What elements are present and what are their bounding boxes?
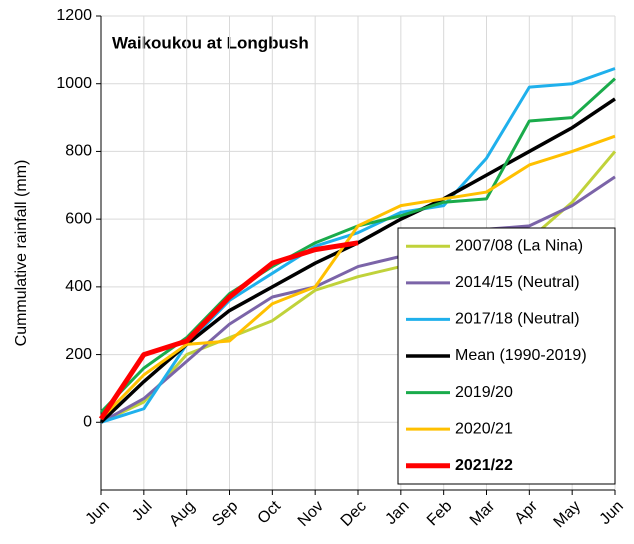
x-tick-label: Jan: [382, 498, 412, 528]
y-tick-label: 200: [65, 346, 92, 363]
y-tick-label: 0: [83, 414, 92, 431]
x-tick-label: Aug: [166, 498, 198, 530]
y-tick-label: 1000: [56, 75, 92, 92]
legend-label: 2007/08 (La Nina): [455, 238, 583, 255]
x-tick-label: Sep: [209, 498, 241, 530]
y-tick-label: 600: [65, 210, 92, 227]
x-tick-label: Jul: [129, 498, 155, 524]
series-line: [99, 134, 616, 420]
x-tick-label: Jun: [83, 498, 113, 528]
series-line: [98, 240, 359, 421]
x-tick-label: Apr: [512, 497, 542, 527]
x-tick-label: Nov: [295, 498, 327, 530]
y-tick-label: 400: [65, 278, 92, 295]
x-tick-label: May: [551, 498, 584, 531]
series-line: [100, 175, 616, 424]
x-tick-label: Jun: [597, 498, 627, 528]
legend-label: Mean (1990-2019): [455, 347, 587, 364]
y-tick-label: 1200: [56, 7, 92, 24]
chart-title: Waikoukou at Longbush: [112, 33, 309, 52]
x-tick-label: Dec: [338, 498, 370, 530]
x-tick-label: Feb: [424, 498, 456, 530]
legend-label: 2017/18 (Neutral): [455, 311, 580, 328]
legend-label: 2020/21: [455, 420, 513, 437]
x-tick-label: Oct: [255, 497, 285, 527]
y-axis-label: Cummulative rainfall (mm): [13, 160, 30, 347]
legend-label: 2021/22: [455, 457, 513, 474]
y-tick-label: 800: [65, 143, 92, 160]
legend-label: 2019/20: [455, 384, 513, 401]
legend-label: 2014/15 (Neutral): [455, 274, 580, 291]
x-tick-label: Mar: [467, 497, 499, 529]
